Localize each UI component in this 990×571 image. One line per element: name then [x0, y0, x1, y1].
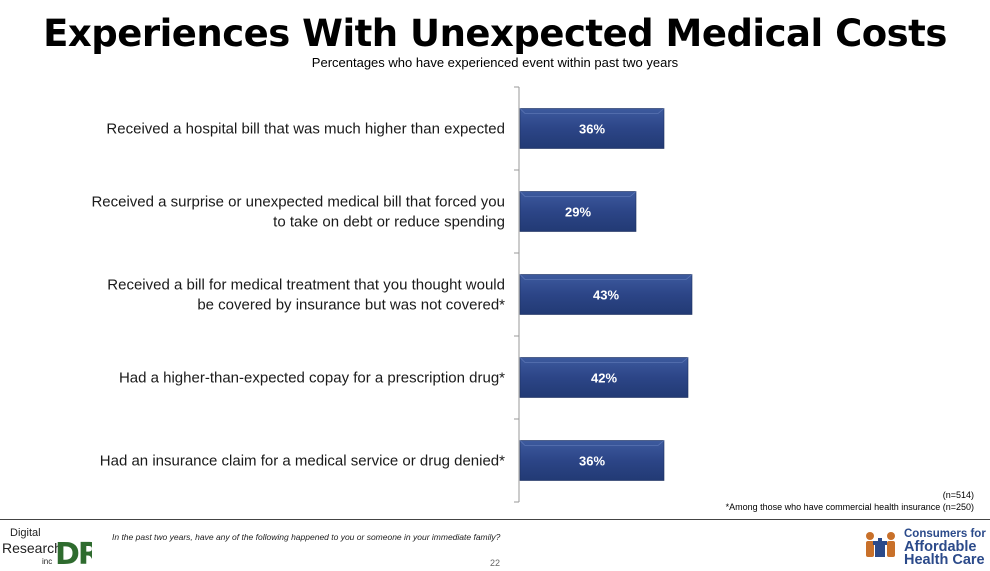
category-label-line: be covered by insurance but was not cove…: [197, 297, 505, 314]
category-label-line: to take on debt or reduce spending: [273, 214, 505, 231]
page-number: 22: [489, 558, 500, 568]
category-label: Had a higher-than-expected copay for a p…: [119, 370, 505, 387]
sample-size-note: (n=514): [942, 490, 974, 500]
chart-title: Experiences With Unexpected Medical Cost…: [43, 12, 947, 55]
category-label: Received a bill for medical treatment th…: [107, 277, 505, 314]
logo-left-mark: DRI: [55, 537, 92, 568]
chart-subtitle: Percentages who have experienced event w…: [311, 55, 679, 70]
bar-bevel: [519, 440, 665, 446]
bar-bevel: [519, 357, 689, 363]
category-label: Had an insurance claim for a medical ser…: [100, 453, 505, 470]
bar: [519, 108, 665, 149]
category-label: Received a surprise or unexpected medica…: [91, 194, 505, 231]
bar-value-label: 43%: [593, 288, 619, 303]
bar: [519, 274, 693, 315]
logo-left-line3: inc: [42, 557, 52, 566]
bar-bevel: [519, 108, 665, 114]
logo-right-line3: Health Care: [904, 552, 985, 568]
category-label-line: Had an insurance claim for a medical ser…: [100, 453, 505, 470]
bar: [519, 440, 665, 481]
logo-right-line2: Affordable: [904, 539, 977, 555]
bar-value-label: 29%: [565, 205, 591, 220]
logo-right-line1: Consumers for: [904, 528, 986, 540]
cfahc-logo-text: Consumers for Affordable Health Care: [904, 528, 986, 567]
logo-left-line1: Digital: [10, 527, 41, 539]
bar-bevel: [519, 191, 637, 197]
cfahc-logo-icon: [866, 532, 895, 557]
bar-bevel: [519, 274, 693, 280]
category-label-line: Received a bill for medical treatment th…: [107, 277, 505, 294]
bar-value-label: 42%: [591, 371, 617, 386]
category-label-line: Received a surprise or unexpected medica…: [91, 194, 505, 211]
bar-chart: 36% Received a hospital bill that was muc…: [91, 86, 693, 503]
bar-value-label: 36%: [579, 122, 605, 137]
asterisk-note: *Among those who have commercial health …: [725, 502, 974, 512]
logo-left-line2: Research: [2, 540, 62, 556]
survey-question: In the past two years, have any of the f…: [112, 532, 501, 542]
footer-divider: [0, 519, 990, 520]
category-label-line: Had a higher-than-expected copay for a p…: [119, 370, 505, 387]
bar-value-label: 36%: [579, 454, 605, 469]
category-label-line: Received a hospital bill that was much h…: [106, 121, 505, 138]
bar: [519, 357, 689, 398]
category-label: Received a hospital bill that was much h…: [106, 121, 505, 138]
digital-research-logo: Digital Research inc DRI: [2, 527, 92, 568]
bar: [519, 191, 637, 232]
